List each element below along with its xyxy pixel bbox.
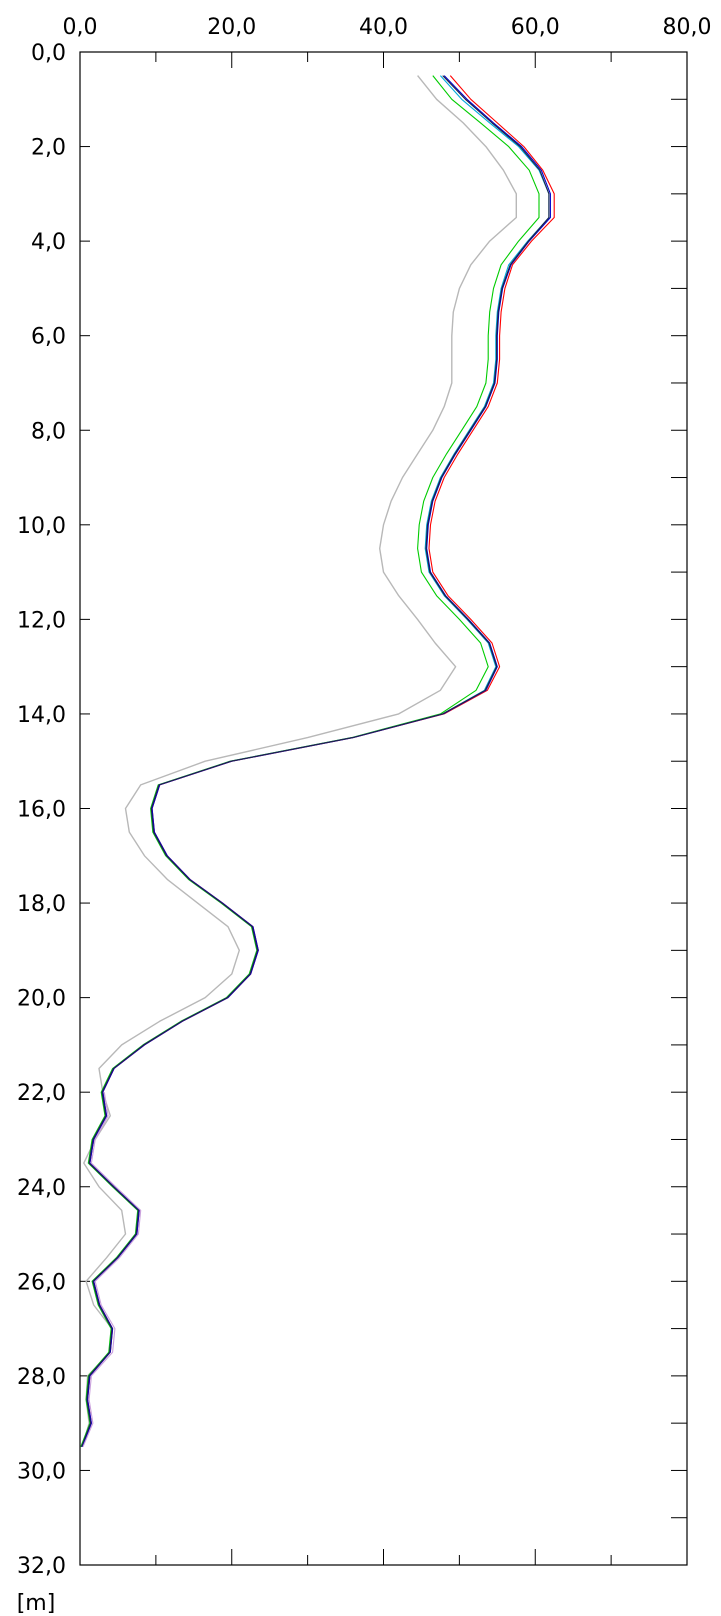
y-tick-label: 32,0 [17,1554,66,1579]
series-lines [80,75,555,1448]
y-tick-label: 14,0 [17,703,66,728]
x-axis: 0,0 20,0 40,0 60,0 80,0 [63,15,712,1565]
y-axis: 0,0 2,0 4,0 6,0 8,0 10,0 12,0 14,0 16,0 18,0 20,0 2… [17,41,687,1579]
x-tick-label: 60,0 [511,15,560,40]
series-line-3 [80,75,540,1447]
y-tick-label: 30,0 [17,1459,66,1484]
series-line-7 [82,1092,142,1448]
x-tick-label: 80,0 [663,15,712,40]
y-tick-label: 10,0 [17,514,66,539]
x-tick-label: 0,0 [63,15,98,40]
y-tick-label: 2,0 [31,136,66,161]
y-tick-label: 6,0 [31,325,66,350]
plot-frame [79,51,688,1566]
y-tick-label: 20,0 [17,987,66,1012]
y-tick-label: 0,0 [31,41,66,66]
y-tick-label: 18,0 [17,892,66,917]
series-line-1 [81,75,517,1447]
y-tick-label: 24,0 [17,1176,66,1201]
y-tick-label: 4,0 [31,230,66,255]
y-tick-label: 12,0 [17,608,66,633]
y-tick-label: 16,0 [17,798,66,823]
series-line-5 [81,75,551,1447]
y-tick-label: 26,0 [17,1270,66,1295]
x-tick-label: 40,0 [359,15,408,40]
series-line-4 [80,75,550,1447]
x-tick-label: 20,0 [207,15,256,40]
series-line-2 [81,75,555,1447]
y-axis-unit-label: [m] [17,1591,56,1616]
y-tick-label: 22,0 [17,1081,66,1106]
y-tick-label: 28,0 [17,1365,66,1390]
y-tick-label: 8,0 [31,419,66,444]
series-line-6 [80,75,550,1447]
